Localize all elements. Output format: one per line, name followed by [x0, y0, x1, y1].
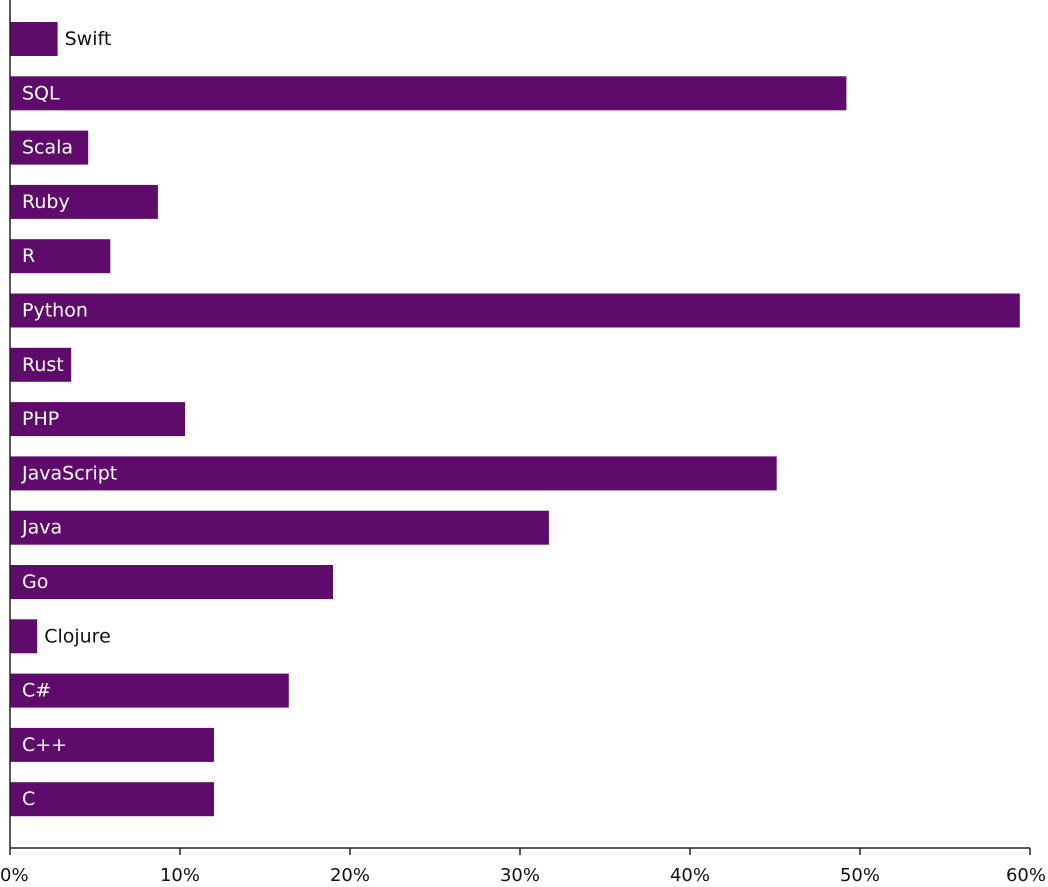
bar-javascript [10, 456, 777, 491]
bar-label-csharp: C# [22, 680, 51, 702]
bar-cplusplus [10, 727, 214, 762]
bar-java [10, 510, 549, 545]
bar-swift [10, 22, 58, 56]
bar-label-javascript: JavaScript [21, 462, 117, 484]
bar-labels-group: Swift SQL Scala Ruby R Python Rust PHP JavaScrip… [21, 28, 117, 810]
bar-csharp [10, 673, 289, 708]
bar-c [10, 782, 214, 817]
bar-label-r: R [22, 245, 35, 267]
bar-label-php: PHP [22, 408, 59, 430]
bar-go [10, 565, 333, 599]
x-tick-label-0: 0% [0, 865, 29, 886]
bar-label-c: C [22, 788, 35, 810]
bar-python [10, 293, 1020, 328]
bar-label-cplusplus: C++ [22, 734, 67, 756]
x-tick-label-1: 10% [160, 865, 200, 886]
bar-r [10, 239, 111, 274]
bar-label-ruby: Ruby [22, 191, 70, 213]
bar-ruby [10, 184, 158, 219]
bar-label-scala: Scala [22, 137, 73, 159]
bar-php [10, 402, 186, 437]
bar-label-go: Go [22, 571, 48, 593]
x-tick-label-6: 60% [1006, 865, 1046, 886]
x-tick-label-4: 40% [670, 865, 710, 886]
x-tick-label-2: 20% [330, 865, 370, 886]
bar-label-python: Python [22, 300, 88, 322]
bars-group [10, 22, 1020, 817]
bar-rust [10, 347, 72, 382]
bar-label-rust: Rust [22, 354, 64, 376]
bar-scala [10, 130, 89, 165]
x-tick-label-3: 30% [500, 865, 540, 886]
bar-label-sql: SQL [22, 82, 60, 104]
bar-sql [10, 76, 847, 111]
bar-clojure [10, 619, 38, 654]
bar-label-swift: Swift [65, 28, 112, 50]
bar-label-clojure: Clojure [44, 625, 111, 647]
x-tick-label-5: 50% [840, 865, 880, 886]
bar-label-java: Java [21, 517, 62, 539]
